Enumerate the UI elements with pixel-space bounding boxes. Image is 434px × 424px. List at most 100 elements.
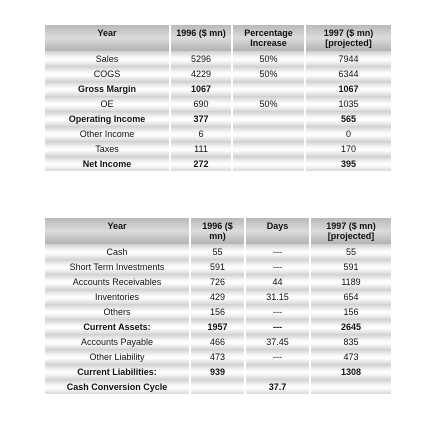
cell: 4229 (170, 66, 233, 81)
cell: 0 (305, 126, 393, 141)
cell: COGS (45, 66, 171, 81)
cell: Inventories (45, 289, 191, 304)
row: OE 690 50% 1035 (45, 96, 393, 111)
working-capital-table: Year 1996 ($ mn) Days 1997 ($ mn) [projecte… (45, 218, 393, 394)
cell: 690 (170, 96, 233, 111)
cell: 272 (170, 156, 233, 171)
cell: 111 (170, 141, 233, 156)
cell: 377 (170, 111, 233, 126)
row: Current Assets: 1957 --- 2645 (45, 319, 393, 334)
cell: 37.45 (245, 334, 311, 349)
cell: 939 (190, 364, 246, 379)
cell: 50% (232, 51, 306, 66)
cell: Cash (45, 244, 191, 259)
cell: 37.7 (245, 379, 311, 394)
row: Other Income 6 0 (45, 126, 393, 141)
cell: 170 (305, 141, 393, 156)
cell: Other Income (45, 126, 171, 141)
cell: 1308 (310, 364, 393, 379)
cell: 7944 (305, 51, 393, 66)
row: Others 156 --- 156 (45, 304, 393, 319)
cell: 156 (190, 304, 246, 319)
cell: Current Assets: (45, 319, 191, 334)
row: Inventories 429 31.15 654 (45, 289, 393, 304)
income-table: Year 1996 ($ mn) Percentage Increase 1997 (… (45, 25, 393, 171)
cell: 591 (190, 259, 246, 274)
row: Sales 5296 50% 7944 (45, 51, 393, 66)
cell: 55 (190, 244, 246, 259)
row: Current Liabilities: 939 1308 (45, 364, 393, 379)
cell: --- (245, 304, 311, 319)
cell: Accounts Payable (45, 334, 191, 349)
cell (232, 141, 306, 156)
cell: 55 (310, 244, 393, 259)
header-row: Year 1996 ($ mn) Percentage Increase 1997 (… (45, 25, 393, 51)
row: Cash 55 --- 55 (45, 244, 393, 259)
cell: 1067 (305, 81, 393, 96)
cell: Current Liabilities: (45, 364, 191, 379)
row: Taxes 111 170 (45, 141, 393, 156)
cell: 6344 (305, 66, 393, 81)
cell (232, 81, 306, 96)
cell (232, 111, 306, 126)
row: Cash Conversion Cycle 37.7 (45, 379, 393, 394)
cell: 31.15 (245, 289, 311, 304)
cell: 835 (310, 334, 393, 349)
cell: 44 (245, 274, 311, 289)
cell: 565 (305, 111, 393, 126)
row: Accounts Payable 466 37.45 835 (45, 334, 393, 349)
cell: Others (45, 304, 191, 319)
cell: 50% (232, 96, 306, 111)
row: Other Liability 473 --- 473 (45, 349, 393, 364)
cell: Operating Income (45, 111, 171, 126)
header-cell: 1997 ($ mn) [projected] (305, 25, 393, 51)
cell: OE (45, 96, 171, 111)
row: Operating Income 377 565 (45, 111, 393, 126)
header-cell: Year (45, 218, 191, 244)
cell: 6 (170, 126, 233, 141)
header-cell: 1997 ($ mn) [projected] (310, 218, 393, 244)
header-cell: Percentage Increase (232, 25, 306, 51)
cell: --- (245, 259, 311, 274)
cell (190, 379, 246, 394)
cell: --- (245, 244, 311, 259)
cell: 5296 (170, 51, 233, 66)
cell: 1957 (190, 319, 246, 334)
cell: 1067 (170, 81, 233, 96)
cell: 726 (190, 274, 246, 289)
row: Short Term Investments 591 --- 591 (45, 259, 393, 274)
cell: 1189 (310, 274, 393, 289)
cell (232, 156, 306, 171)
cell: 466 (190, 334, 246, 349)
cell: Other Liability (45, 349, 191, 364)
cell: 1035 (305, 96, 393, 111)
cell: 156 (310, 304, 393, 319)
header-row: Year 1996 ($ mn) Days 1997 ($ mn) [projecte… (45, 218, 393, 244)
cell (310, 379, 393, 394)
row: COGS 4229 50% 6344 (45, 66, 393, 81)
cell: 395 (305, 156, 393, 171)
cell: Sales (45, 51, 171, 66)
cell: 654 (310, 289, 393, 304)
row: Accounts Receivables 726 44 1189 (45, 274, 393, 289)
cell: Net Income (45, 156, 171, 171)
row: Net Income 272 395 (45, 156, 393, 171)
cell (232, 126, 306, 141)
cell (245, 364, 311, 379)
cell: --- (245, 349, 311, 364)
cell: Gross Margin (45, 81, 171, 96)
cell: 473 (190, 349, 246, 364)
cell: Short Term Investments (45, 259, 191, 274)
cell: 429 (190, 289, 246, 304)
cell: --- (245, 319, 311, 334)
header-cell: 1996 ($ mn) (170, 25, 233, 51)
cell: Taxes (45, 141, 171, 156)
header-cell: Year (45, 25, 171, 51)
cell: 50% (232, 66, 306, 81)
cell: Accounts Receivables (45, 274, 191, 289)
cell: Cash Conversion Cycle (45, 379, 191, 394)
cell: 591 (310, 259, 393, 274)
cell: 473 (310, 349, 393, 364)
header-cell: Days (245, 218, 311, 244)
